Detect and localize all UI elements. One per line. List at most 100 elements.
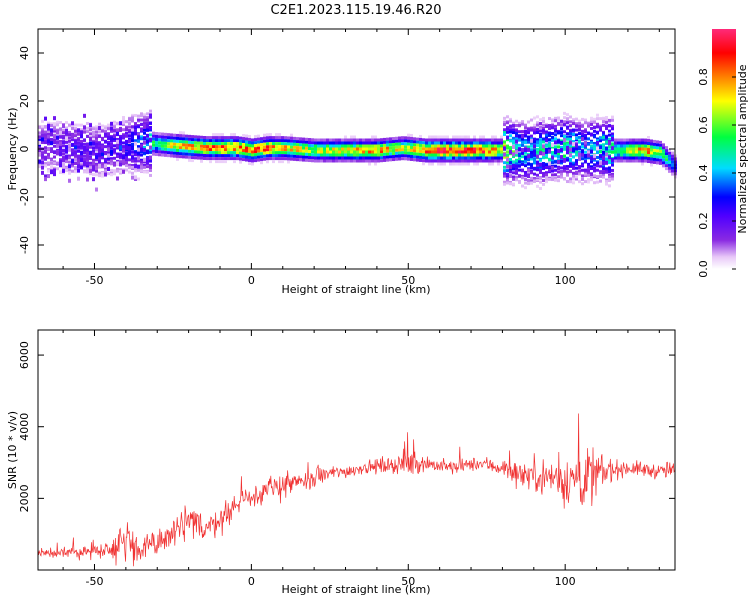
- spectrogram-cell: [464, 153, 467, 157]
- spectrogram-cell: [53, 138, 56, 143]
- spectrogram-cell: [41, 165, 44, 170]
- spectrogram-cell: [398, 142, 401, 146]
- spectrogram-cell: [233, 160, 236, 164]
- spectrogram-cell: [566, 143, 569, 147]
- spectrogram-cell: [311, 141, 314, 145]
- spectrogram-cell: [326, 150, 329, 154]
- spectrogram-cell: [575, 177, 578, 181]
- spectrogram-cell: [491, 159, 494, 163]
- spectrogram-cell: [131, 142, 134, 146]
- spectrogram-cell: [287, 142, 290, 146]
- spectrogram-cell: [392, 155, 395, 159]
- spectrogram-cell: [554, 160, 557, 164]
- spectrogram-cell: [131, 139, 134, 143]
- spectrogram-cell: [149, 109, 152, 113]
- spectrogram-cell: [428, 153, 431, 157]
- spectrogram-cell: [599, 145, 602, 150]
- spectrogram-cell: [371, 156, 374, 160]
- spectrogram-cell: [596, 139, 599, 143]
- spectrogram-cell: [389, 152, 392, 156]
- spectrogram-cell: [551, 138, 554, 142]
- spectrogram-cell: [278, 154, 281, 158]
- spectrogram-cell: [629, 144, 632, 148]
- spectrogram-cell: [179, 149, 182, 153]
- spectrogram-cell: [347, 144, 350, 148]
- spectrogram-cell: [584, 180, 587, 184]
- spectrogram-cell: [353, 135, 356, 139]
- spectrogram-cell: [95, 152, 98, 156]
- spectrogram-cell: [47, 123, 50, 128]
- spectrogram-cell: [71, 124, 74, 128]
- spectrogram-cell: [38, 164, 41, 168]
- spectrogram-cell: [182, 140, 185, 144]
- spectrogram-cell: [395, 145, 398, 149]
- spectrogram-cell: [86, 167, 89, 171]
- spectrogram-cell: [359, 150, 362, 154]
- spectrogram-cell: [98, 147, 101, 152]
- spectrogram-cell: [476, 141, 479, 145]
- spectrogram-cell: [323, 138, 326, 142]
- spectrogram-cell: [242, 155, 245, 159]
- spectrogram-cell: [62, 134, 65, 138]
- spectrogram-cell: [587, 122, 590, 126]
- spectrogram-cell: [209, 142, 212, 146]
- spectrogram-cell: [401, 145, 404, 149]
- spectrogram-cell: [605, 124, 608, 128]
- spectrogram-cell: [527, 120, 530, 124]
- spectrogram-cell: [365, 144, 368, 148]
- spectrogram-cell: [236, 151, 239, 155]
- spectrogram-cell: [281, 154, 284, 158]
- spectrogram-cell: [128, 139, 131, 144]
- spectrogram-cell: [380, 153, 383, 157]
- spectrogram-cell: [608, 141, 611, 146]
- spectrogram-cell: [440, 135, 443, 139]
- spectrogram-cell: [551, 145, 554, 149]
- spectrogram-cell: [461, 147, 464, 151]
- spectrogram-cell: [515, 132, 518, 136]
- spectrogram-cell: [50, 161, 53, 165]
- spectrogram-cell: [149, 158, 152, 162]
- spectrogram-cell: [341, 150, 344, 154]
- spectrogram-cell: [563, 120, 566, 124]
- spectrogram-cell: [371, 150, 374, 154]
- spectrogram-cell: [209, 148, 212, 152]
- spectrogram-cell: [353, 156, 356, 160]
- spectrogram-cell: [578, 169, 581, 173]
- spectrogram-cell: [170, 133, 173, 137]
- spectrogram-cell: [584, 121, 587, 125]
- spectrogram-cell: [89, 141, 92, 146]
- spectrogram-cell: [353, 153, 356, 157]
- spectrogram-cell: [416, 152, 419, 156]
- spectrogram-cell: [458, 162, 461, 166]
- spectrogram-cell: [518, 143, 521, 147]
- spectrogram-cell: [425, 138, 428, 142]
- spectrogram-cell: [563, 177, 566, 181]
- spectrogram-cell: [161, 138, 164, 142]
- spectrogram-cell: [53, 133, 56, 137]
- spectrogram-cell: [68, 133, 71, 137]
- spectrogram-cell: [404, 154, 407, 158]
- spectrogram-cell: [311, 144, 314, 148]
- spectrogram-cell: [503, 116, 506, 120]
- spectrogram-cell: [509, 168, 512, 172]
- spectrogram-cell: [632, 138, 635, 142]
- snr-y-tick-label: 4000: [18, 413, 31, 441]
- spectrogram-cell: [503, 161, 506, 165]
- spectrogram-cell: [62, 131, 65, 135]
- spectrogram-cell: [374, 141, 377, 145]
- spectrogram-cell: [503, 123, 506, 127]
- spectrogram-cell: [623, 153, 626, 157]
- spectrogram-cell: [542, 123, 545, 127]
- spectrogram-cell: [101, 162, 104, 166]
- spectrogram-cell: [230, 145, 233, 149]
- spectrogram-cell: [644, 138, 647, 142]
- spectrogram-cell: [116, 155, 119, 159]
- spectrogram-cell: [140, 143, 143, 148]
- spectrogram-cell: [134, 175, 137, 180]
- spectrogram-cell: [383, 152, 386, 156]
- spectrogram-cell: [305, 146, 308, 150]
- spectrogram-cell: [542, 129, 545, 133]
- spectrogram-cell: [344, 156, 347, 160]
- spectrogram-cell: [158, 135, 161, 139]
- spectrogram-cell: [611, 168, 614, 172]
